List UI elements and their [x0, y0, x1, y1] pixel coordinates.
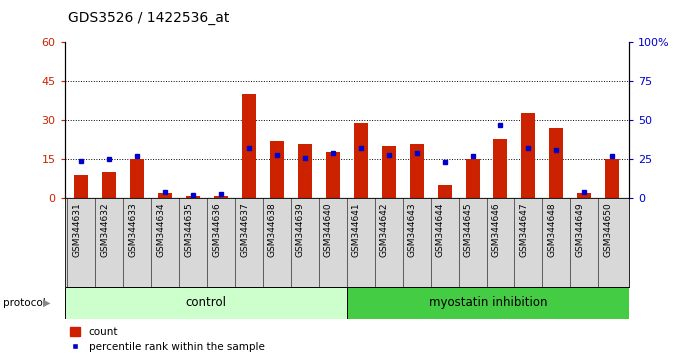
Bar	[298, 144, 312, 198]
Bar	[242, 95, 256, 198]
Bar	[354, 123, 368, 198]
Bar	[494, 138, 507, 198]
Text: GSM344650: GSM344650	[603, 202, 612, 257]
Text: GSM344635: GSM344635	[184, 202, 193, 257]
Text: GSM344640: GSM344640	[324, 202, 333, 257]
Text: GSM344639: GSM344639	[296, 202, 305, 257]
Bar	[158, 193, 172, 198]
Bar	[186, 196, 200, 198]
Text: myostatin inhibition: myostatin inhibition	[428, 296, 547, 309]
Bar	[605, 159, 619, 198]
Text: GSM344641: GSM344641	[352, 202, 361, 257]
Text: GSM344647: GSM344647	[520, 202, 528, 257]
Bar	[326, 152, 340, 198]
Bar	[74, 175, 88, 198]
Text: GSM344645: GSM344645	[464, 202, 473, 257]
Bar	[409, 144, 424, 198]
Text: GSM344646: GSM344646	[492, 202, 500, 257]
Bar	[466, 159, 479, 198]
Text: GSM344642: GSM344642	[379, 202, 389, 257]
Text: GSM344633: GSM344633	[129, 202, 137, 257]
Bar	[131, 159, 144, 198]
Text: GSM344636: GSM344636	[212, 202, 221, 257]
Bar	[438, 185, 452, 198]
Text: GSM344648: GSM344648	[547, 202, 556, 257]
Text: GSM344632: GSM344632	[101, 202, 109, 257]
Bar	[549, 128, 563, 198]
Bar	[347, 287, 629, 319]
Bar	[65, 287, 347, 319]
Text: GSM344643: GSM344643	[407, 202, 417, 257]
Text: GSM344649: GSM344649	[575, 202, 584, 257]
Bar	[381, 146, 396, 198]
Bar	[102, 172, 116, 198]
Text: protocol: protocol	[3, 298, 46, 308]
Bar	[270, 141, 284, 198]
Legend: count, percentile rank within the sample: count, percentile rank within the sample	[70, 327, 265, 352]
Text: GSM344638: GSM344638	[268, 202, 277, 257]
Bar	[577, 193, 592, 198]
Text: ▶: ▶	[43, 298, 50, 308]
Text: control: control	[185, 296, 226, 309]
Text: GSM344644: GSM344644	[436, 202, 445, 257]
Bar	[522, 113, 535, 198]
Text: GDS3526 / 1422536_at: GDS3526 / 1422536_at	[68, 11, 229, 25]
Text: GSM344634: GSM344634	[156, 202, 165, 257]
Text: GSM344637: GSM344637	[240, 202, 249, 257]
Bar	[214, 196, 228, 198]
Text: GSM344631: GSM344631	[72, 202, 82, 257]
